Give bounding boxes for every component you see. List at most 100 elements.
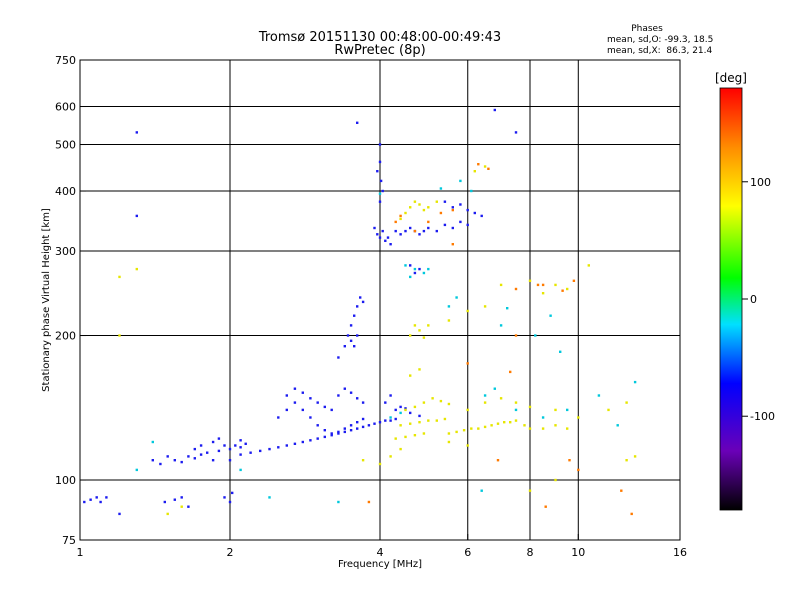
data-point	[163, 500, 166, 504]
data-point	[466, 208, 469, 212]
data-point	[285, 408, 288, 412]
data-point	[180, 505, 183, 508]
data-point	[323, 435, 326, 439]
data-point	[625, 459, 628, 462]
x-tick-label: 16	[673, 546, 687, 559]
data-point	[389, 455, 392, 458]
y-tick-label: 500	[55, 139, 76, 152]
data-point	[427, 206, 430, 209]
data-point	[223, 444, 226, 447]
data-point	[349, 429, 353, 432]
data-point	[118, 512, 121, 516]
data-point	[187, 505, 190, 508]
colorbar-label: [deg]	[715, 71, 747, 85]
data-point	[541, 283, 545, 287]
data-point	[496, 459, 500, 462]
data-point	[506, 307, 509, 310]
data-point	[499, 324, 503, 327]
data-point	[455, 430, 458, 434]
data-point	[378, 192, 382, 195]
data-point	[577, 468, 580, 472]
y-tick-label: 750	[55, 54, 76, 67]
data-point	[301, 440, 304, 444]
data-point	[431, 397, 434, 400]
data-point	[633, 380, 637, 384]
data-point	[399, 411, 402, 415]
data-point	[427, 220, 430, 224]
data-point	[239, 439, 242, 442]
data-point	[193, 447, 196, 451]
x-tick-label: 6	[464, 546, 471, 559]
plot-frame	[79, 59, 681, 541]
data-point	[166, 512, 169, 516]
data-point	[418, 368, 421, 371]
data-point	[337, 356, 340, 359]
data-point	[422, 336, 426, 339]
data-point	[234, 444, 237, 447]
data-point	[394, 229, 397, 233]
y-tick-label: 300	[55, 245, 76, 258]
y-tick-label: 75	[62, 534, 76, 547]
data-point	[330, 434, 333, 437]
data-point	[559, 350, 562, 353]
data-point	[447, 305, 451, 308]
data-point	[490, 424, 493, 427]
data-point	[413, 271, 417, 275]
data-point	[249, 451, 252, 454]
data-point	[151, 459, 154, 462]
data-point	[373, 226, 376, 230]
data-point	[509, 370, 512, 374]
data-point	[544, 505, 547, 508]
data-point	[620, 489, 623, 492]
data-point	[239, 468, 242, 472]
data-point	[422, 271, 426, 275]
data-point	[316, 437, 319, 440]
data-point	[316, 401, 319, 404]
y-tick-label: 100	[55, 474, 76, 487]
data-point	[487, 167, 490, 170]
data-point	[199, 453, 203, 456]
data-point	[228, 500, 232, 504]
data-point	[473, 211, 476, 215]
data-point	[466, 223, 469, 227]
data-point	[549, 314, 552, 317]
data-point	[394, 437, 397, 440]
data-point	[422, 208, 426, 212]
colorbar-tick-label: -100	[750, 410, 775, 423]
data-point	[239, 446, 242, 449]
data-point	[180, 460, 183, 464]
data-point	[379, 179, 383, 183]
data-point	[409, 422, 412, 425]
data-point	[346, 334, 350, 337]
data-point	[514, 401, 518, 404]
data-point	[566, 408, 569, 412]
data-point	[443, 200, 447, 203]
data-point	[384, 239, 387, 242]
data-point	[541, 292, 545, 295]
data-point	[268, 447, 271, 451]
data-point	[309, 416, 312, 419]
colorbar-ticks: 100 0 -100	[742, 176, 775, 423]
data-point	[413, 229, 417, 233]
data-point	[367, 424, 371, 427]
data-point	[231, 491, 234, 495]
data-point	[466, 444, 469, 447]
data-point	[228, 459, 232, 462]
data-point	[418, 203, 421, 206]
data-point	[443, 417, 447, 421]
data-point	[587, 264, 590, 267]
data-point	[534, 334, 537, 337]
data-point	[343, 427, 346, 430]
data-point	[459, 220, 462, 224]
data-point	[630, 512, 633, 516]
data-point	[277, 446, 280, 449]
data-point	[337, 394, 340, 397]
data-point	[151, 440, 154, 444]
data-point	[554, 424, 557, 427]
data-point	[473, 170, 476, 173]
data-point	[394, 408, 397, 412]
data-point	[277, 416, 280, 419]
data-point	[625, 401, 628, 404]
data-point	[268, 496, 271, 499]
